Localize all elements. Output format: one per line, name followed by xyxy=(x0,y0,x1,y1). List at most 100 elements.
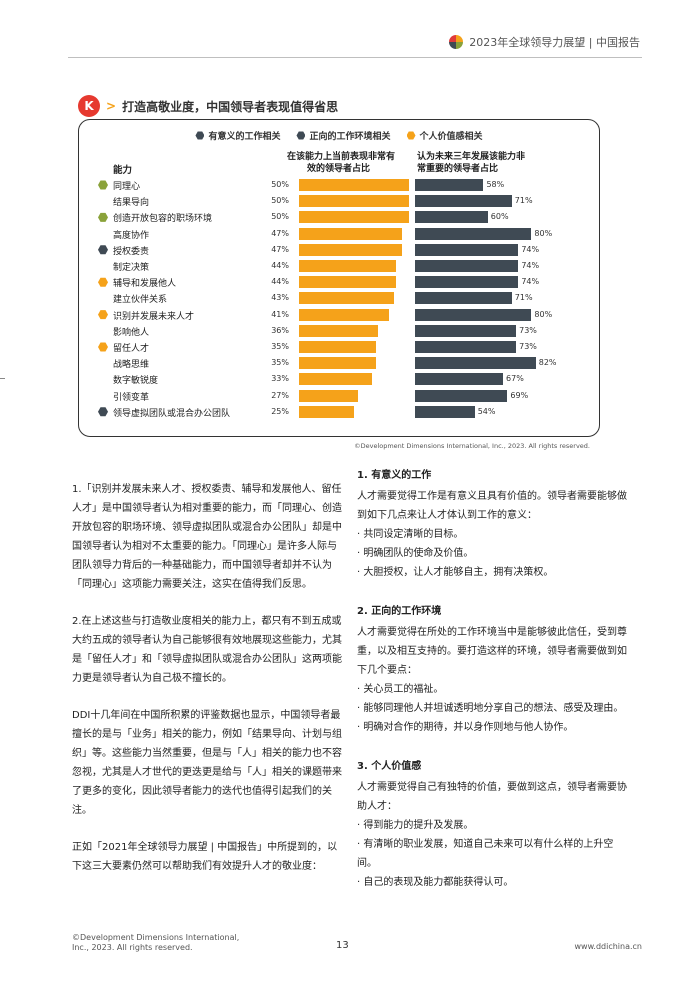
right-bar xyxy=(415,260,519,272)
bullet-item: · 共同设定清晰的目标。 xyxy=(357,529,464,540)
left-value-label: 44% xyxy=(271,277,289,287)
hexagon-icon xyxy=(98,342,108,352)
right-value-label: 67% xyxy=(506,374,524,384)
chart-row: 战略思维 35% 82% xyxy=(79,355,599,371)
right-bar xyxy=(415,243,519,256)
left-bar xyxy=(299,308,390,321)
right-value-label: 71% xyxy=(514,293,533,303)
chart-row: 同理心 50% 58% xyxy=(79,177,599,193)
left-value-label: 44% xyxy=(271,261,289,270)
capability-label: 制定决策 xyxy=(113,263,150,273)
right-value-label: 58% xyxy=(486,180,505,189)
right-value-label: 73% xyxy=(519,342,537,351)
report-brand: 2023年全球领导力展望 | 中国报告 xyxy=(449,34,640,50)
chart-row: 数字敏锐度 33% 67% xyxy=(79,371,599,387)
left-bar xyxy=(299,341,376,353)
right-value-label: 74% xyxy=(521,244,540,254)
paragraph-2: 2.在上述这些与打造敬业度相关的能力上，都只有不到五成或大约五成的领导者认为自己… xyxy=(72,616,342,684)
hexagon-icon xyxy=(98,310,108,320)
chart-panel: 有意义的工作相关 正向的工作环境相关 个人价值感相关 在该能力上当前表现非常有 … xyxy=(78,119,600,437)
header-divider xyxy=(68,57,642,58)
right-bar xyxy=(415,357,536,370)
paragraph-3: DDI十几年间在中国所积累的评鉴数据也显示，中国领导者最擅长的是与「业务」相关的… xyxy=(72,710,342,816)
website-link[interactable]: www.ddichina.cn xyxy=(574,942,643,951)
hexagon-icon xyxy=(98,277,108,287)
left-value-label: 27% xyxy=(271,390,289,400)
left-value-label: 25% xyxy=(271,406,289,416)
left-value-label: 47% xyxy=(271,244,289,254)
right-value-label: 80% xyxy=(534,309,553,319)
left-bar xyxy=(299,276,396,289)
left-value-label: 35% xyxy=(271,342,289,351)
bullet-item: · 自己的表现及能力都能获得认可。 xyxy=(357,877,514,888)
left-bar xyxy=(299,179,409,191)
section-heading: K > 打造高敬业度，中国领导者表现值得省思 xyxy=(78,95,338,117)
right-value-label: 74% xyxy=(521,261,540,270)
chart-row: 结果导向 50% 71% xyxy=(79,193,599,209)
capability-label: 数字敏锐度 xyxy=(113,376,159,387)
right-value-label: 69% xyxy=(510,390,529,400)
chart-row: 识别并发展未来人才 41% 80% xyxy=(79,307,599,323)
report-title: 2023年全球领导力展望 | 中国报告 xyxy=(469,36,640,49)
chevron-right-icon: > xyxy=(106,99,117,113)
bullet-item: · 明确团队的使命及价值。 xyxy=(357,548,474,559)
left-value-label: 43% xyxy=(271,293,289,303)
left-value-label: 50% xyxy=(271,180,289,189)
left-value-label: 50% xyxy=(271,196,289,206)
right-column: 1. 有意义的工作 人才需要觉得工作是有意义且具有价值的。领导者需要能够做到如下… xyxy=(357,466,629,912)
capability-label: 结果导向 xyxy=(113,198,150,209)
section-body-3: 人才需要觉得自己有独特的价值，要做到这点，领导者需要协助人才： xyxy=(357,782,627,812)
legend-item-positive: 正向的工作环境相关 xyxy=(296,129,391,142)
chart-copyright: ©Development Dimensions International, I… xyxy=(354,442,590,450)
chart-row: 影响他人 36% 73% xyxy=(79,323,599,339)
right-value-label: 54% xyxy=(477,406,496,416)
left-bar xyxy=(299,211,409,224)
chart-row: 授权委责 47% 74% xyxy=(79,242,599,258)
right-bar xyxy=(415,292,512,305)
margin-tick xyxy=(0,378,5,379)
right-value-label: 80% xyxy=(534,228,553,238)
hexagon-icon xyxy=(406,131,416,140)
hexagon-icon xyxy=(195,131,205,140)
capability-label: 影响他人 xyxy=(113,327,150,338)
capability-header: 能力 xyxy=(113,165,133,176)
bullet-item: · 得到能力的提升及发展。 xyxy=(357,820,474,831)
right-column-header: 认为未来三年发展该能力非 常重要的领导者占比 xyxy=(417,152,526,174)
legend-item-personal: 个人价值感相关 xyxy=(406,129,483,142)
hexagon-icon xyxy=(98,407,108,417)
capability-label: 领导虚拟团队或混合办公团队 xyxy=(113,408,231,419)
left-bar xyxy=(299,292,394,305)
left-value-label: 41% xyxy=(271,309,289,319)
bullet-item: · 有清晰的职业发展，知道自己未来可以有什么样的上升空间。 xyxy=(357,839,614,869)
right-value-label: 60% xyxy=(490,212,509,222)
left-value-label: 33% xyxy=(271,374,289,384)
hexagon-icon xyxy=(98,180,108,190)
capability-label: 识别并发展未来人才 xyxy=(113,311,195,322)
positive-environment-section: 2. 正向的工作环境 人才需要觉得在所处的工作环境当中是能够彼此信任，受到尊重，… xyxy=(357,602,629,737)
right-bar xyxy=(415,227,532,240)
section-heading-1: 1. 有意义的工作 xyxy=(357,470,432,481)
right-bar xyxy=(415,389,508,402)
hexagon-icon xyxy=(98,245,108,255)
right-bar xyxy=(415,276,519,289)
left-bar xyxy=(299,373,372,386)
paragraph-1: 1.「识别并发展未来人才、授权委责、辅导和发展他人、留任人才」是中国领导者认为相… xyxy=(72,484,342,590)
right-bar xyxy=(415,373,504,386)
capability-label: 授权委责 xyxy=(113,246,150,257)
left-value-label: 35% xyxy=(271,358,289,368)
right-bar xyxy=(415,308,532,321)
right-bar xyxy=(415,179,484,191)
capability-label: 同理心 xyxy=(113,182,141,192)
right-value-label: 71% xyxy=(514,196,533,206)
bullet-item: · 大胆授权，让人才能够自主，拥有决策权。 xyxy=(357,567,554,578)
hexagon-icon xyxy=(98,212,108,222)
right-value-label: 74% xyxy=(521,277,540,287)
section-heading-3: 3. 个人价值感 xyxy=(357,761,422,772)
chart-row: 领导虚拟团队或混合办公团队 25% 54% xyxy=(79,404,599,420)
left-value-label: 36% xyxy=(271,325,289,335)
chart-row: 制定决策 44% 74% xyxy=(79,258,599,274)
capability-label: 留任人才 xyxy=(113,344,150,354)
bullet-item: · 能够同理他人并坦诚透明地分享自己的想法、感受及理由。 xyxy=(357,703,624,714)
left-bar xyxy=(299,357,376,370)
right-bar xyxy=(415,195,512,208)
